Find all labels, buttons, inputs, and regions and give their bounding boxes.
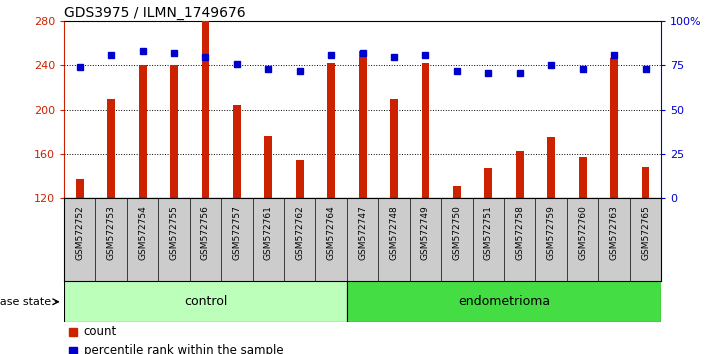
Text: GSM572764: GSM572764: [326, 205, 336, 259]
Bar: [422, 63, 429, 198]
Text: GSM572752: GSM572752: [75, 205, 84, 259]
Text: GSM572747: GSM572747: [358, 205, 367, 259]
Bar: [107, 99, 115, 198]
Bar: [76, 179, 84, 198]
Bar: [610, 58, 618, 198]
Text: GSM572761: GSM572761: [264, 205, 273, 260]
Text: GSM572748: GSM572748: [390, 205, 399, 259]
Bar: [170, 65, 178, 198]
Text: GSM572762: GSM572762: [295, 205, 304, 259]
Bar: [547, 137, 555, 198]
Bar: [641, 167, 649, 198]
Text: GSM572751: GSM572751: [484, 205, 493, 260]
Text: GSM572756: GSM572756: [201, 205, 210, 260]
Bar: [347, 281, 661, 322]
Bar: [579, 157, 587, 198]
Text: endometrioma: endometrioma: [458, 295, 550, 308]
Text: GSM572749: GSM572749: [421, 205, 430, 259]
Bar: [327, 63, 335, 198]
Text: GSM572755: GSM572755: [169, 205, 178, 260]
Bar: [201, 21, 209, 198]
Bar: [516, 151, 524, 198]
Bar: [64, 281, 347, 322]
Bar: [453, 186, 461, 198]
Text: GSM572759: GSM572759: [547, 205, 556, 260]
Text: GSM572750: GSM572750: [452, 205, 461, 260]
Text: GSM572758: GSM572758: [515, 205, 524, 260]
Text: GSM572754: GSM572754: [138, 205, 147, 259]
Bar: [233, 105, 241, 198]
Bar: [390, 99, 398, 198]
Text: GSM572765: GSM572765: [641, 205, 650, 260]
Text: GSM572753: GSM572753: [107, 205, 116, 260]
Bar: [264, 136, 272, 198]
Bar: [484, 169, 492, 198]
Text: GDS3975 / ILMN_1749676: GDS3975 / ILMN_1749676: [64, 6, 245, 20]
Bar: [296, 160, 304, 198]
Text: count: count: [84, 325, 117, 338]
Text: control: control: [183, 295, 227, 308]
Text: GSM572763: GSM572763: [609, 205, 619, 260]
Text: GSM572760: GSM572760: [578, 205, 587, 260]
Bar: [358, 51, 367, 198]
Bar: [139, 65, 146, 198]
Text: GSM572757: GSM572757: [232, 205, 241, 260]
Text: disease state: disease state: [0, 297, 51, 307]
Text: percentile rank within the sample: percentile rank within the sample: [84, 344, 283, 354]
